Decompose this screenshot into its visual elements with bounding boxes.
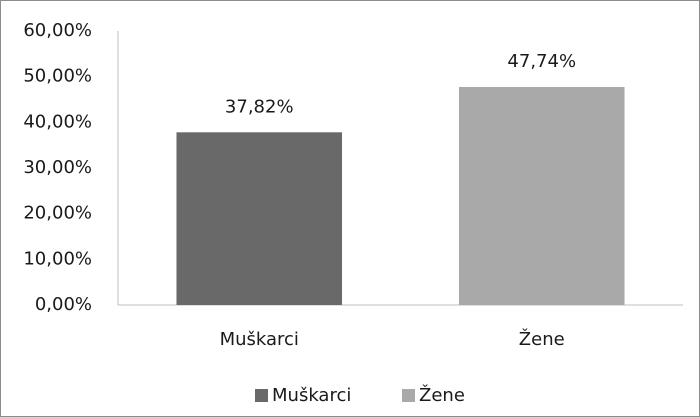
legend-swatch xyxy=(402,389,415,402)
bar xyxy=(458,86,625,305)
x-tick-label: Žene xyxy=(519,328,565,350)
data-label: 47,74% xyxy=(507,51,576,72)
legend-label: Žene xyxy=(419,384,465,406)
legend-label: Muškarci xyxy=(272,385,351,406)
bar xyxy=(176,132,343,305)
x-tick-label: Muškarci xyxy=(220,329,299,350)
y-tick-label: 10,00% xyxy=(23,248,92,269)
data-label: 37,82% xyxy=(225,96,294,117)
legend-swatch xyxy=(255,389,268,402)
y-tick-label: 30,00% xyxy=(23,157,92,178)
y-tick-label: 40,00% xyxy=(23,111,92,132)
y-tick-label: 50,00% xyxy=(23,66,92,87)
y-tick-label: 20,00% xyxy=(23,203,92,224)
y-tick-label: 60,00% xyxy=(23,20,92,41)
y-tick-label: 0,00% xyxy=(35,294,92,315)
